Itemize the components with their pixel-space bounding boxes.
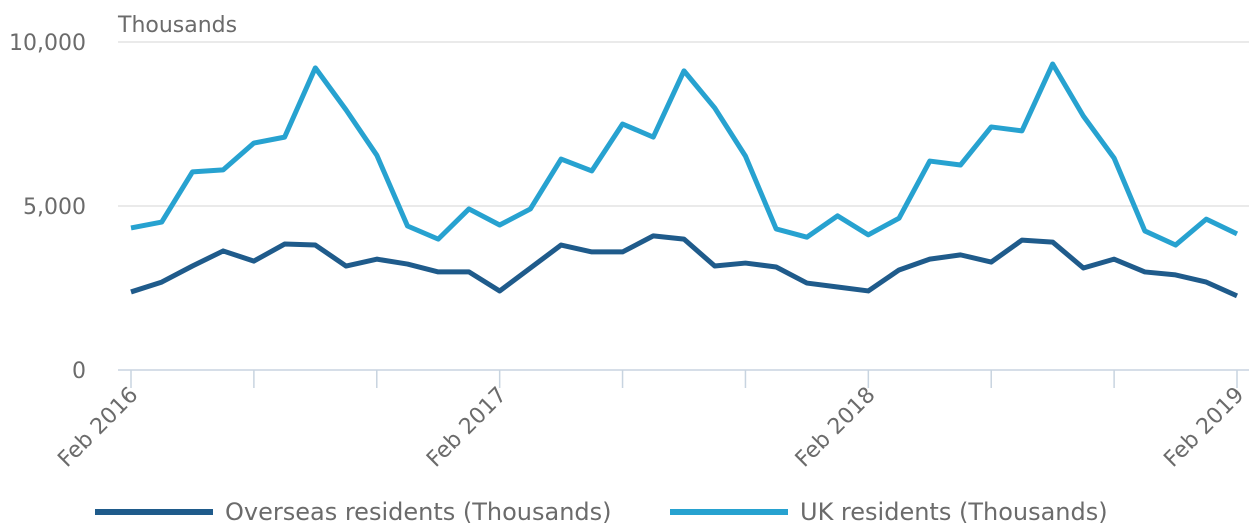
x-tick-label: Feb 2018 bbox=[791, 383, 881, 473]
legend-label: UK residents (Thousands) bbox=[800, 498, 1108, 526]
x-tick-label: Feb 2016 bbox=[53, 383, 143, 473]
line-series bbox=[130, 61, 1239, 248]
y-axis-label: Thousands bbox=[117, 13, 237, 38]
y-tick-label: 10,000 bbox=[9, 31, 86, 56]
line-series bbox=[130, 233, 1239, 299]
y-tick-label: 0 bbox=[72, 359, 86, 384]
legend-label: Overseas residents (Thousands) bbox=[225, 498, 612, 526]
x-tick-label: Feb 2017 bbox=[422, 383, 512, 473]
x-tick-label: Feb 2019 bbox=[1159, 383, 1249, 473]
y-tick-label: 5,000 bbox=[23, 195, 86, 220]
